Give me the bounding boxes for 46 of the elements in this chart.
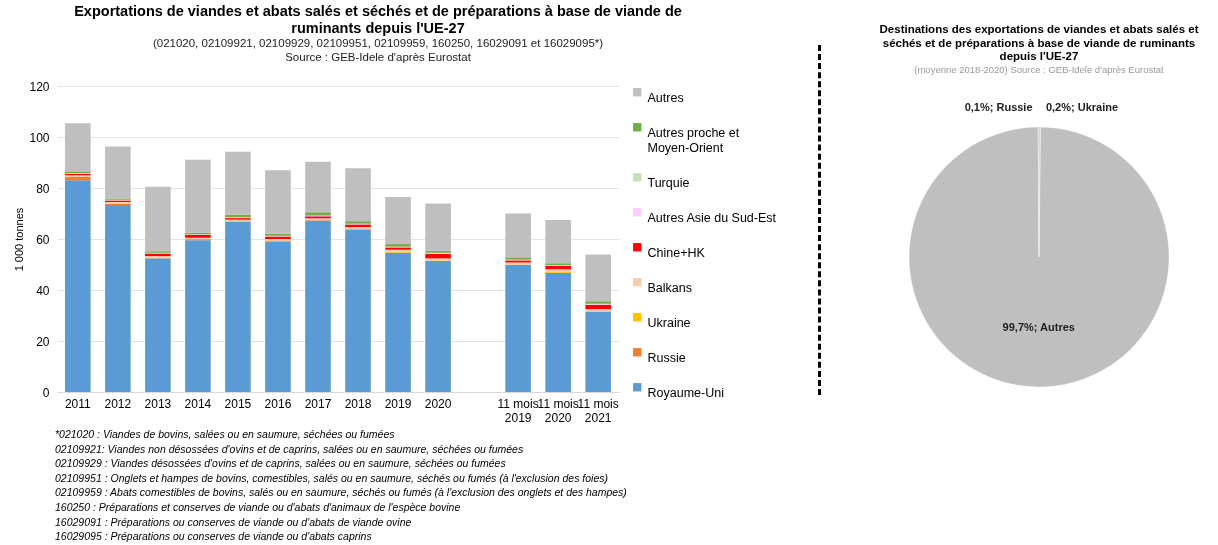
x-tick-label: 2020 — [424, 396, 452, 411]
legend-label: Chine+HK — [647, 246, 706, 261]
x-tick-label: 2013 — [144, 396, 172, 411]
x-tick-label: 2012 — [104, 396, 132, 411]
y-tick-label: 20 — [36, 334, 50, 349]
text: 02109929 : Viandes désossées d'ovins et de caprins, salées ou en saumure, séchées ou fumées — [55, 456, 507, 471]
y-tick-label: 100 — [29, 130, 50, 145]
x-tick-label: 2015 — [224, 396, 252, 411]
text: 02109921: Viandes non désossées d'ovins et de caprins, salées ou en saumure, séchées ou fumées — [55, 441, 525, 457]
chart-title: Destinations des exportations de viandes et abats salés et séchés et de préparations à base de viande de ruminants depuis l'UE-27 — [879, 23, 1199, 62]
x-tick-label: 2017 — [304, 396, 332, 411]
legend-label: Turquie — [647, 176, 690, 191]
y-tick-label: 80 — [36, 181, 50, 196]
y-tick-label: 60 — [36, 232, 50, 247]
slice-label: 99,7%; Autres — [1002, 321, 1075, 334]
slice-label: 0,1%; Russie — [964, 101, 1033, 113]
legend-label: Ukraine — [647, 316, 691, 331]
y-tick-label: 120 — [29, 79, 50, 94]
text: *021020 : Viandes de bovins, salées ou en saumure, séchées ou fumées — [55, 427, 396, 442]
text: 02109959 : Abats comestibles de bovins, salés ou en saumure, séchés ou fumés (à l'exclusion des onglets et des hampes) — [55, 485, 627, 500]
x-tick-label: 2011 — [64, 396, 92, 411]
text: 16029095 : Préparations ou conserves de viande ou d'abats caprins — [55, 529, 373, 544]
text: 02109951 : Onglets et hampes de bovins, comestibles, salés ou en saumure, séchés ou fumés (à l'exclusion des foies) — [55, 470, 609, 486]
slice-label: 0,2%; Ukraine — [1045, 101, 1119, 113]
x-tick-label: 2014 — [184, 396, 212, 411]
text: 160250 : Préparations et conserves de viande ou d'abats d'animaux de l'espèce bovine — [55, 499, 462, 515]
chart-subtitle: (021020, 02109921, 02109929, 02109951, 02109959, 160250, 16029091 et 16029095*) — [152, 37, 604, 49]
chart-subtitle: (moyenne 2018-2020) Source : GEB-Idele d'après Eurostat — [914, 63, 1165, 75]
x-tick-label: 11 mois 2021 — [577, 396, 619, 425]
x-tick-label: 2018 — [344, 396, 372, 411]
y-tick-label: 40 — [36, 283, 50, 298]
x-tick-label: 2016 — [264, 396, 292, 411]
y-axis-title: 1 000 tonnes — [13, 207, 26, 272]
legend-label: Autres proche et Moyen-Orient — [647, 126, 740, 155]
legend-label: Autres Asie du Sud-Est — [647, 211, 777, 226]
legend-label: Royaume-Uni — [647, 386, 724, 401]
x-tick-label: 11 mois 2019 — [497, 396, 539, 425]
x-tick-label: 2019 — [384, 396, 412, 411]
source-note: Source : GEB-Idele d'après Eurostat — [285, 50, 472, 63]
y-tick-label: 0 — [42, 385, 50, 400]
legend-label: Russie — [647, 351, 686, 366]
text: 16029091 : Préparations ou conserves de viande ou d'abats de viande ovine — [55, 514, 413, 530]
chart-title: Exportations de viandes et abats salés et séchés et de préparations à base de viande de ruminants depuis l'UE-27 — [74, 3, 682, 36]
legend-label: Balkans — [647, 281, 692, 296]
x-tick-label: 11 mois 2020 — [537, 396, 579, 425]
legend-label: Autres — [647, 91, 684, 106]
